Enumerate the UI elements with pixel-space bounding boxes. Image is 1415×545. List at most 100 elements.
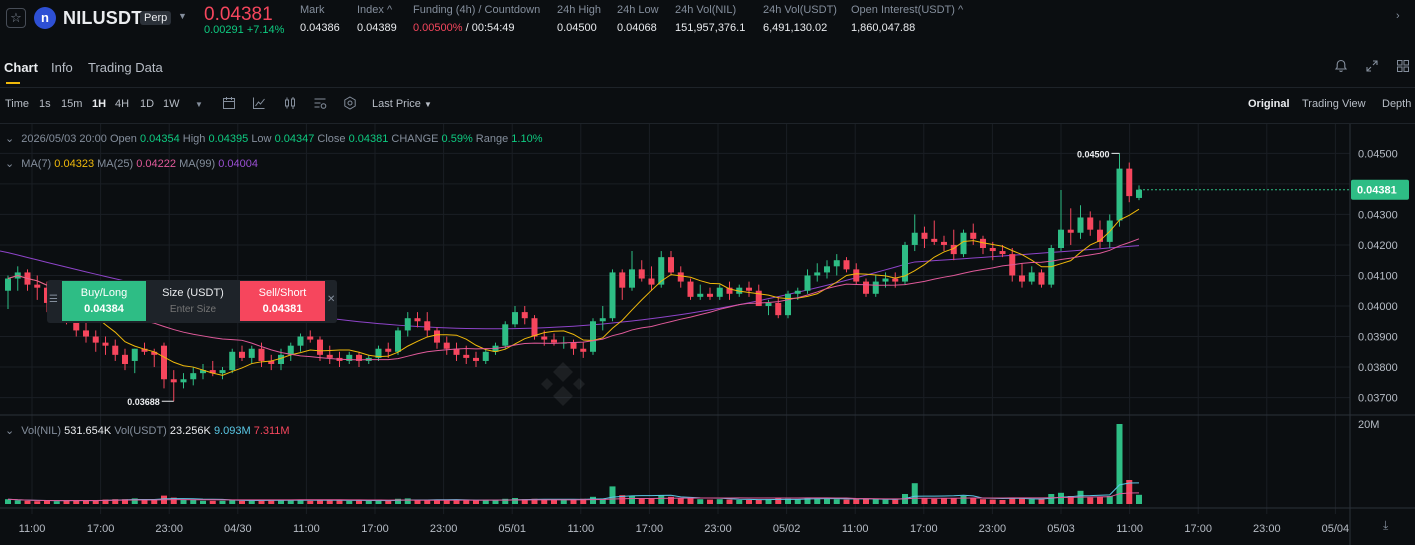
volume-bar — [141, 500, 148, 504]
candle-up — [1058, 229, 1064, 248]
candle-up — [404, 318, 411, 331]
candlestick-chart[interactable]: 0.045000.044000.043000.042000.041000.040… — [0, 124, 1415, 545]
tab-chart[interactable]: Chart — [4, 60, 38, 75]
tab-info[interactable]: Info — [51, 60, 73, 75]
candle-down — [677, 272, 684, 282]
scroll-to-latest-icon[interactable]: ⤓ — [1383, 518, 1389, 532]
volume-bar — [638, 498, 645, 504]
candle-up — [872, 281, 879, 294]
bell-icon[interactable] — [1334, 59, 1348, 76]
stat-label: 24h Vol(NIL) — [675, 4, 737, 16]
candle-down — [122, 354, 128, 364]
time-tick-label: 11:00 — [19, 523, 46, 535]
price-change-pct: +7.14% — [246, 24, 285, 36]
chart-type-icon[interactable] — [283, 96, 297, 113]
stat-value: 151,957,376.1 — [675, 22, 746, 34]
volume-bar — [560, 500, 567, 504]
buy-long-button[interactable]: Buy/Long 0.04384 — [62, 281, 146, 321]
view-depth[interactable]: Depth — [1382, 98, 1412, 110]
volume-bar — [44, 500, 50, 504]
sell-short-button[interactable]: Sell/Short 0.04381 — [240, 281, 325, 321]
settings-icon[interactable] — [343, 96, 357, 113]
ticker-bar: ☆ n NILUSDT Perp ▼ 0.04381 0.00291 +7.14… — [0, 0, 1415, 44]
price-change: 0.00291 +7.14% — [204, 24, 284, 36]
interval-dropdown-icon[interactable]: ▼ — [195, 100, 203, 109]
active-tab-indicator — [6, 82, 20, 84]
volume-bar — [648, 498, 655, 504]
candle-down — [570, 342, 577, 349]
current-price-tag — [1351, 179, 1409, 200]
legend-low: 0.04347 — [274, 133, 315, 145]
volume-bar — [365, 500, 372, 504]
tab-trading-data[interactable]: Trading Data — [88, 60, 163, 75]
grid-layout-icon[interactable] — [1396, 59, 1410, 76]
close-icon[interactable]: ✕ — [327, 294, 336, 305]
interval-1h[interactable]: 1H — [92, 98, 107, 110]
template-icon[interactable] — [313, 96, 327, 113]
price-tick-label: 0.04000 — [1358, 301, 1398, 313]
chevron-down-icon[interactable]: ⌄ — [5, 158, 15, 170]
volume-bar — [131, 498, 138, 504]
chevron-down-icon[interactable]: ⌄ — [5, 133, 15, 145]
volume-bar — [785, 498, 791, 504]
volume-bar — [950, 498, 957, 504]
chevron-down-icon[interactable]: ⌄ — [5, 425, 15, 437]
view-trading-view[interactable]: Trading View — [1302, 98, 1366, 110]
symbol-name[interactable]: NILUSDT — [63, 8, 143, 28]
candle-up — [794, 290, 801, 294]
vol-usdt-label: Vol(USDT) — [114, 425, 167, 437]
volume-bar — [1126, 480, 1133, 504]
volume-bar — [209, 500, 216, 504]
interval-1s[interactable]: 1s — [39, 98, 51, 110]
candle-up — [1077, 217, 1084, 233]
candle-up — [697, 293, 704, 297]
size-input[interactable] — [153, 304, 233, 315]
candle-down — [151, 351, 158, 355]
candle-down — [980, 238, 986, 248]
time-tick-label: 23:00 — [430, 523, 458, 535]
volume-bar — [1058, 492, 1064, 504]
volume-bar — [482, 500, 489, 504]
stat-open-interest[interactable]: Open Interest(USDT) ^ 1,860,047.88 — [851, 4, 963, 34]
view-original[interactable]: Original — [1248, 98, 1290, 110]
volume-bar — [395, 498, 401, 504]
calendar-icon[interactable] — [222, 96, 236, 113]
volume-bar — [824, 498, 830, 504]
time-tick-label: 05/01 — [498, 523, 526, 535]
size-box: Size (USDT) — [146, 281, 240, 321]
volume-bar — [941, 498, 947, 504]
volume-bar — [580, 498, 587, 504]
expand-icon[interactable] — [1365, 59, 1379, 76]
candle-down — [931, 238, 938, 242]
volume-bar — [726, 499, 733, 504]
legend-low-label: Low — [251, 133, 272, 145]
stat-value: 6,491,130.02 — [763, 22, 828, 34]
volume-bar — [122, 499, 128, 504]
time-tick-label: 05/04 — [1322, 523, 1350, 535]
interval-time[interactable]: Time — [5, 98, 30, 110]
indicators-icon[interactable] — [252, 96, 266, 113]
interval-1d[interactable]: 1D — [140, 98, 155, 110]
volume-bar — [473, 500, 479, 504]
volume-bar — [668, 496, 674, 504]
volume-tick-label: 20M — [1358, 419, 1379, 431]
interval-15m[interactable]: 15m — [61, 98, 83, 110]
vol-usdt-value: 23.256K — [169, 425, 211, 437]
volume-bar — [1097, 496, 1103, 504]
drag-handle-icon[interactable]: ☰ — [49, 294, 58, 305]
candle-down — [853, 269, 860, 282]
candle-up — [190, 373, 197, 380]
price-type-select[interactable]: Last Price ▼ — [372, 98, 432, 110]
interval-4h[interactable]: 4H — [115, 98, 130, 110]
quick-order-widget: ☰ Buy/Long 0.04384 Size (USDT) Sell/Shor… — [47, 280, 337, 323]
candle-up — [5, 278, 11, 291]
interval-1w[interactable]: 1W — [163, 98, 180, 110]
star-icon[interactable]: ☆ — [6, 8, 26, 28]
candle-up — [590, 321, 596, 352]
candle-down — [580, 348, 587, 352]
stat-index[interactable]: Index ^ 0.04389 — [357, 4, 397, 34]
candle-down — [414, 318, 421, 322]
candle-down — [268, 360, 275, 364]
chevron-down-icon[interactable]: ▼ — [178, 11, 187, 21]
chevron-right-icon[interactable]: › — [1396, 10, 1400, 22]
